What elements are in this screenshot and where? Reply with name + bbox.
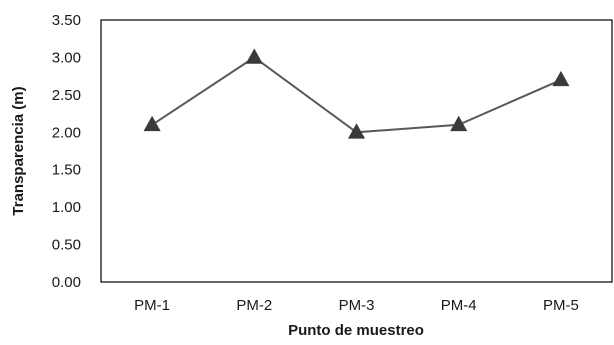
y-axis-title: Transparencia (m) [10,86,27,215]
data-point-marker [552,70,570,87]
x-tick-label: PM-1 [134,297,170,314]
plot-area [100,19,613,283]
y-tick-label: 3.00 [52,49,81,66]
x-tick-label: PM-5 [543,297,579,314]
x-axis-tick-labels: PM-1 PM-2 PM-3 PM-4 PM-5 [134,297,579,314]
y-axis-tick-labels: 0.00 0.50 1.00 1.50 2.00 2.50 3.00 3.50 [52,12,81,291]
y-tick-label: 0.50 [52,237,81,254]
data-point-marker [347,123,366,139]
y-tick-label: 2.00 [52,124,81,141]
data-point-marker [450,115,468,132]
y-tick-label: 2.50 [52,87,81,104]
y-tick-label: 3.50 [52,12,81,29]
data-point-marker [143,115,161,132]
data-point-marker [245,48,263,64]
series-group [143,48,570,139]
y-tick-label: 1.50 [52,162,81,179]
y-tick-label: 0.00 [52,274,81,291]
x-axis-title: Punto de muestreo [288,322,424,339]
x-tick-label: PM-3 [339,297,375,314]
x-tick-label: PM-2 [236,297,272,314]
x-tick-label: PM-4 [441,297,477,314]
y-tick-label: 1.00 [52,199,81,216]
